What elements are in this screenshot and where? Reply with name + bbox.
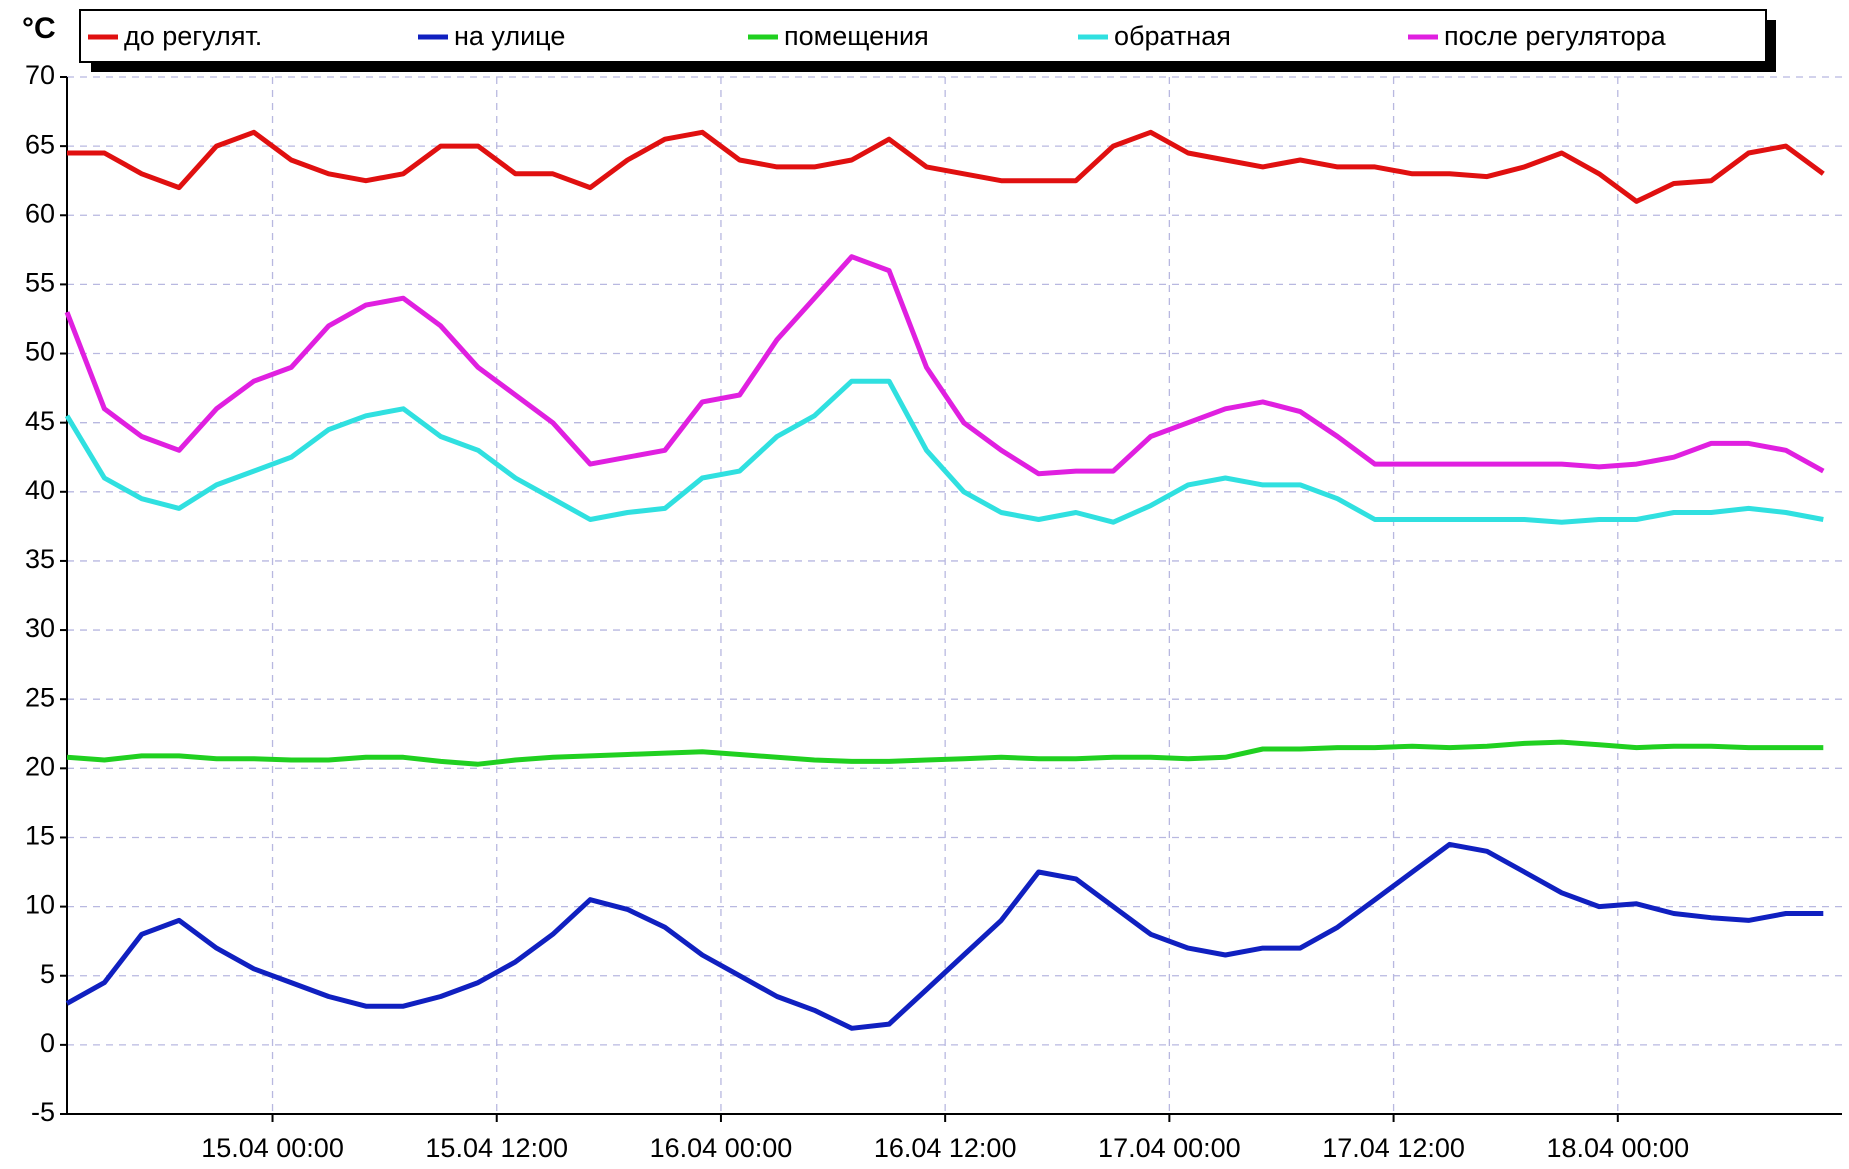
legend-label: помещения xyxy=(784,21,929,51)
x-tick-label: 16.04 00:00 xyxy=(650,1133,793,1163)
series-line xyxy=(64,378,1824,525)
y-tick-label: 5 xyxy=(40,959,55,989)
series-line xyxy=(66,739,1824,767)
y-tick-label: 35 xyxy=(25,544,55,574)
legend-label: обратная xyxy=(1114,21,1231,51)
y-tick-label: 40 xyxy=(25,475,55,505)
x-tick-label: 17.04 00:00 xyxy=(1098,1133,1241,1163)
y-tick-label: 15 xyxy=(25,821,55,851)
series-line xyxy=(67,129,1825,204)
y-tick-label: 65 xyxy=(25,129,55,159)
y-tick-label: 25 xyxy=(25,682,55,712)
y-tick-label: 20 xyxy=(25,751,55,781)
y-tick-label: 0 xyxy=(40,1028,55,1058)
x-tick-label: 16.04 12:00 xyxy=(874,1133,1017,1163)
x-tick-label: 15.04 12:00 xyxy=(425,1133,568,1163)
x-tick-label: 17.04 12:00 xyxy=(1322,1133,1465,1163)
y-axis-label: °C xyxy=(22,12,56,45)
y-tick-label: 70 xyxy=(25,60,55,90)
x-tick-label: 18.04 00:00 xyxy=(1546,1133,1689,1163)
series-line xyxy=(65,841,1824,1031)
y-tick-label: 55 xyxy=(25,268,55,298)
legend-label: после регулятора xyxy=(1444,21,1667,51)
series-line xyxy=(64,254,1825,477)
y-tick-label: 30 xyxy=(25,613,55,643)
y-tick-label: 60 xyxy=(25,198,55,228)
legend-label: до регулят. xyxy=(124,21,262,51)
x-tick-label: 15.04 00:00 xyxy=(201,1133,344,1163)
y-tick-label: 45 xyxy=(25,406,55,436)
legend-box xyxy=(79,9,1767,63)
y-tick-label: 10 xyxy=(25,890,55,920)
legend-label: на улице xyxy=(454,21,565,51)
y-tick-label: 50 xyxy=(25,337,55,367)
y-tick-label: -5 xyxy=(31,1097,55,1127)
